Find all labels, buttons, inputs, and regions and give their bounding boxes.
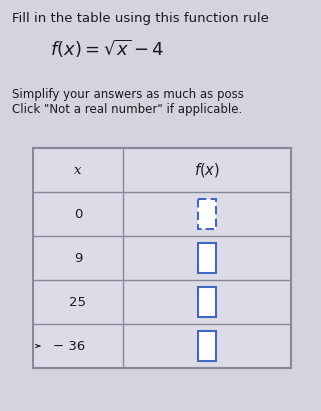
Bar (198, 243, 216, 273)
Text: Fill in the table using this function rule: Fill in the table using this function ru… (12, 12, 269, 25)
Text: x: x (74, 164, 82, 176)
Text: 9: 9 (74, 252, 82, 265)
Text: 0: 0 (74, 208, 82, 220)
Text: − 36: − 36 (53, 339, 85, 353)
Text: Click "Not a real number" if applicable.: Click "Not a real number" if applicable. (12, 103, 242, 116)
Bar (33, 148, 291, 368)
Text: 25: 25 (70, 296, 86, 309)
Text: $f(x) = \sqrt{x} - 4$: $f(x) = \sqrt{x} - 4$ (50, 38, 164, 60)
Bar (198, 331, 216, 361)
Bar (198, 287, 216, 317)
Text: $f(x)$: $f(x)$ (194, 161, 220, 179)
Bar (33, 148, 291, 368)
Bar (198, 199, 216, 229)
Text: Simplify your answers as much as poss: Simplify your answers as much as poss (12, 88, 244, 101)
